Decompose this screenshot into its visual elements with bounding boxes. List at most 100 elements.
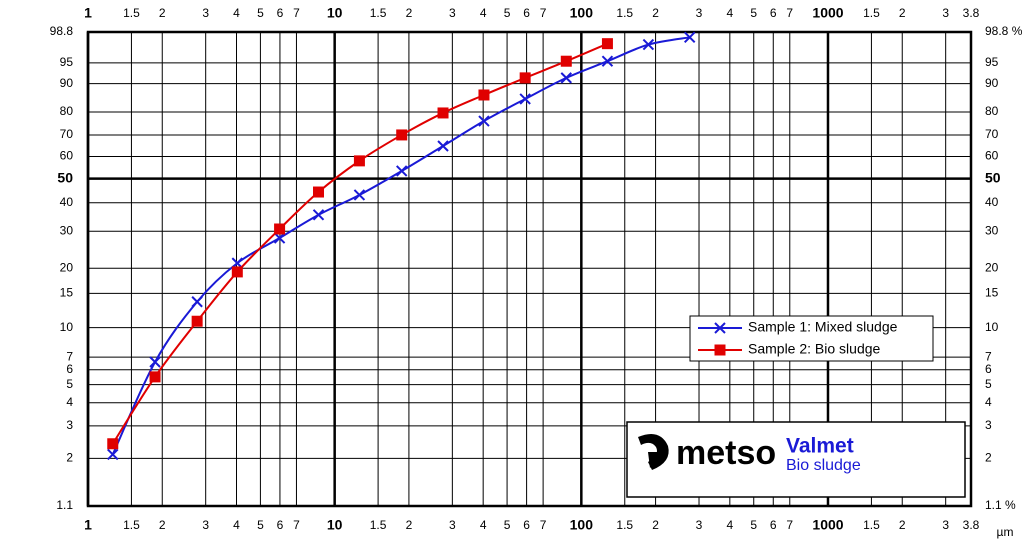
marker — [560, 55, 572, 67]
x-tick-label: 3 — [449, 518, 456, 532]
x-tick-label-top: 2 — [899, 6, 906, 20]
logo-subtitle: Bio sludge — [786, 457, 861, 474]
y2-tick-label: 4 — [985, 395, 992, 409]
marker — [149, 371, 161, 383]
marker — [191, 315, 203, 327]
x-tick-label-top: 5 — [750, 6, 757, 20]
marker — [683, 31, 696, 44]
y-tick-label: 98.8 — [50, 24, 74, 38]
x-tick-label-top: 5 — [257, 6, 264, 20]
y-tick-label: 30 — [60, 223, 74, 237]
x-tick-label: 1000 — [812, 517, 843, 533]
x-tick-label: 3 — [696, 518, 703, 532]
marker — [353, 189, 366, 201]
x-tick-label-top: 5 — [504, 6, 511, 20]
x-tick-label: 5 — [257, 518, 264, 532]
x-tick-label-top: 1.5 — [616, 6, 633, 20]
x-tick-label-top: 1 — [84, 5, 92, 21]
y2-tick-label: 95 — [985, 55, 999, 69]
x-tick-label: 7 — [540, 518, 547, 532]
y-tick-label: 7 — [66, 349, 73, 363]
x-tick-label-top: 2 — [406, 6, 413, 20]
y2-tick-label: 98.8 % — [985, 24, 1023, 38]
legend-label: Sample 1: Mixed sludge — [748, 319, 898, 335]
plot-border — [86, 30, 973, 508]
y-tick-label: 20 — [60, 260, 74, 274]
logo-box: metso Valmet Bio sludge — [626, 421, 966, 498]
y2-tick-label: 40 — [985, 195, 999, 209]
marker — [437, 107, 449, 119]
x-tick-label-top: 7 — [293, 6, 300, 20]
legend-label: Sample 2: Bio sludge — [748, 341, 881, 357]
x-tick-label-top: 3 — [942, 6, 949, 20]
x-tick-label: 1.5 — [616, 518, 633, 532]
y-tick-label: 2 — [66, 451, 73, 465]
x-tick-label-top: 4 — [480, 6, 487, 20]
x-tick-label-top: 6 — [523, 6, 530, 20]
marker — [353, 155, 365, 167]
x-tick-label: 10 — [327, 517, 343, 533]
marker — [396, 129, 408, 141]
marker — [601, 38, 613, 50]
x-tick-label-top: 2 — [159, 6, 166, 20]
y-tick-label: 80 — [60, 104, 74, 118]
x-tick-label: 5 — [504, 518, 511, 532]
x-tick-label: 6 — [523, 518, 530, 532]
marker — [312, 209, 325, 221]
y-tick-label: 6 — [66, 362, 73, 376]
x-tick-label: 1.5 — [863, 518, 880, 532]
x-tick-label-top: 7 — [786, 6, 793, 20]
x-tick-label: 6 — [277, 518, 284, 532]
y-tick-label: 60 — [60, 149, 74, 163]
marker — [478, 89, 490, 101]
marker — [478, 115, 490, 127]
x-tick-label-top: 1.5 — [370, 6, 387, 20]
x-tick-label: 1 — [84, 517, 92, 533]
y2-tick-label: 2 — [985, 451, 992, 465]
x-tick-label: 3.8 — [963, 518, 980, 532]
x-tick-label: 4 — [726, 518, 733, 532]
y-tick-label: 1.1 — [56, 498, 73, 512]
marker — [149, 356, 161, 368]
y-tick-label: 90 — [60, 76, 74, 90]
x-tick-label-top: 2 — [652, 6, 659, 20]
y-tick-label: 3 — [66, 418, 73, 432]
y-tick-label: 70 — [60, 127, 74, 141]
x-tick-label: 2 — [652, 518, 659, 532]
x-tick-label-top: 4 — [233, 6, 240, 20]
y2-tick-label: 30 — [985, 223, 999, 237]
y-tick-label: 5 — [66, 377, 73, 391]
x-tick-label-top: 1.5 — [123, 6, 140, 20]
y2-tick-label: 90 — [985, 76, 999, 90]
x-tick-label: 4 — [233, 518, 240, 532]
y-tick-label: 15 — [60, 286, 74, 300]
x-tick-label-top: 3 — [202, 6, 209, 20]
x-tick-label: 6 — [770, 518, 777, 532]
logo-icon — [638, 434, 669, 470]
x-tick-label-top: 1.5 — [863, 6, 880, 20]
x-tick-label: 7 — [293, 518, 300, 532]
marker — [107, 438, 119, 450]
marker — [396, 165, 408, 177]
legend-marker — [714, 322, 726, 334]
x-tick-label: 3 — [942, 518, 949, 532]
brand-text: Valmet — [786, 435, 854, 458]
y2-tick-label: 70 — [985, 127, 999, 141]
y-tick-label: 95 — [60, 55, 74, 69]
x-unit: µm — [997, 525, 1014, 539]
y-tick-label: 4 — [66, 395, 73, 409]
legend-marker — [714, 344, 726, 356]
x-tick-label-top: 10 — [327, 5, 343, 21]
y-tick-label: 50 — [57, 169, 73, 185]
y2-tick-label: 50 — [985, 169, 1001, 185]
x-tick-label: 2 — [159, 518, 166, 532]
y2-tick-label: 15 — [985, 286, 999, 300]
y2-tick-label: 3 — [985, 418, 992, 432]
x-tick-label: 100 — [570, 517, 594, 533]
y-tick-label: 10 — [60, 320, 74, 334]
marker — [601, 55, 614, 67]
marker — [273, 232, 286, 244]
x-tick-label-top: 1000 — [812, 5, 843, 21]
x-tick-label: 1.5 — [123, 518, 140, 532]
